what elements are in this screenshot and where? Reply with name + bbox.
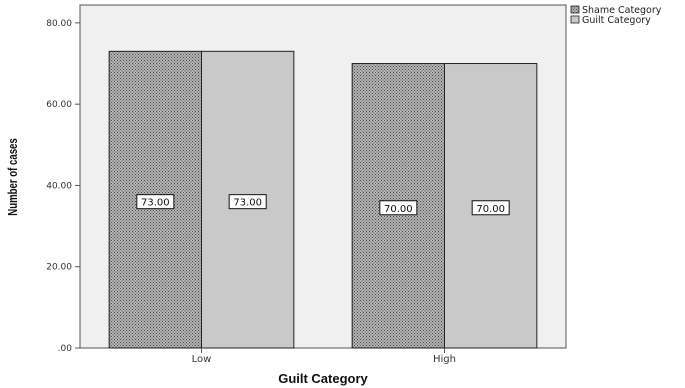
x-tick-label: Low xyxy=(192,354,212,365)
data-label: 70.00 xyxy=(384,204,413,215)
data-label-box xyxy=(228,194,267,210)
y-axis-title: Number of cases xyxy=(7,138,21,215)
legend: Shame Category Guilt Category xyxy=(570,5,662,26)
legend-swatch-shame xyxy=(570,5,580,14)
legend-swatch-guilt xyxy=(570,15,580,24)
legend-label-guilt: Guilt Category xyxy=(582,15,651,26)
x-tick-label: High xyxy=(433,354,456,365)
y-tick-label: 80.00 xyxy=(46,19,72,29)
data-label-box xyxy=(379,200,418,216)
y-axis: .00 20.00 40.00 60.00 80.00 xyxy=(46,19,80,354)
bars-group xyxy=(108,50,538,349)
y-tick-label: 60.00 xyxy=(46,100,72,110)
y-tick-label: 20.00 xyxy=(46,263,72,273)
y-tick-label: 40.00 xyxy=(46,181,72,191)
y-tick-label: .00 xyxy=(58,344,73,354)
data-labels-group: 73.00 73.00 70.00 70.00 xyxy=(136,194,510,216)
data-label-box xyxy=(471,200,510,216)
data-label-box xyxy=(136,194,175,210)
data-label: 70.00 xyxy=(476,204,505,215)
data-label: 73.00 xyxy=(233,198,262,209)
x-axis: Low High xyxy=(192,348,456,365)
legend-label-shame: Shame Category xyxy=(582,5,662,16)
x-axis-title: Guilt Category xyxy=(278,371,368,386)
data-label: 73.00 xyxy=(141,198,170,209)
